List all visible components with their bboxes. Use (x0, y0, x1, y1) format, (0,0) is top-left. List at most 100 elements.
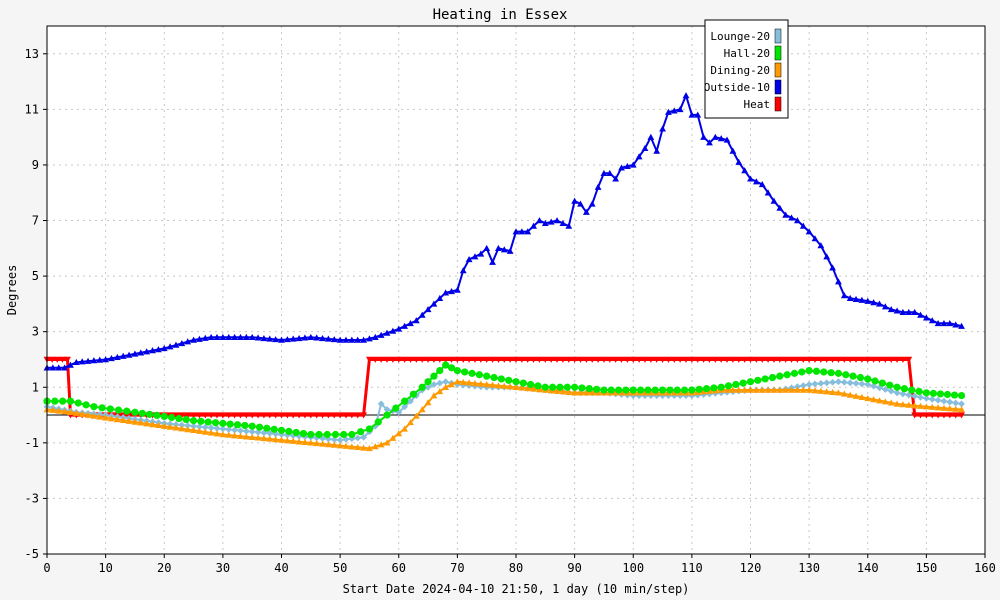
hall-20-point (549, 383, 557, 391)
hall-20-point (490, 373, 498, 382)
hall-20-point (430, 372, 438, 380)
hall-20-point (746, 378, 755, 386)
legend-label: Outside-10 (704, 81, 770, 94)
lounge-20-point (248, 428, 256, 436)
heat-point (289, 412, 297, 419)
dining-20-point (166, 423, 174, 430)
dining-20-point (946, 405, 954, 412)
outside-10-point (805, 228, 813, 235)
heat-point (395, 356, 403, 363)
outside-10-point (313, 334, 321, 341)
hall-20-point (834, 369, 843, 377)
dining-20-point (571, 389, 579, 396)
outside-10-point (700, 133, 707, 140)
hall-20-point (878, 379, 887, 387)
heat-point (172, 412, 180, 419)
dining-20-point (143, 420, 151, 427)
dining-20-point (260, 434, 268, 442)
outside-10-point (295, 334, 303, 342)
heat-point (471, 356, 479, 363)
heat-point (430, 356, 438, 363)
dining-20-point (530, 385, 537, 392)
dining-20-point (934, 404, 942, 411)
outside-10-point (113, 353, 121, 360)
dining-20-point (747, 386, 754, 393)
outside-10-point (348, 336, 356, 343)
dining-20-point (823, 388, 831, 395)
series-outside-10 (43, 92, 965, 371)
outside-10-point (922, 314, 930, 321)
heat-point (940, 412, 948, 419)
dining-20-point (407, 419, 414, 426)
dining-20-point (242, 433, 250, 440)
heat-point (958, 412, 965, 419)
outside-10-point (706, 139, 713, 146)
outside-10-point (383, 329, 391, 336)
hall-20-point (211, 419, 220, 427)
heat-point (242, 412, 250, 419)
x-tick-label: 130 (798, 561, 820, 575)
dining-20-point (577, 389, 584, 396)
dining-20-point (852, 392, 860, 399)
dining-20-point (846, 391, 854, 398)
outside-10-point (84, 357, 92, 364)
hall-20-point (710, 384, 718, 392)
hall-20-point (277, 426, 286, 434)
dining-20-point (887, 399, 895, 406)
hall-20-point (74, 399, 82, 407)
outside-10-point (817, 242, 825, 249)
hall-20-point (131, 408, 139, 416)
outside-10-point (530, 222, 537, 229)
heat-point (676, 356, 684, 363)
outside-10-point (483, 244, 491, 252)
outside-10-point (758, 181, 766, 188)
dining-20-point (108, 415, 115, 422)
outside-10-point (940, 319, 948, 327)
legend-swatch (774, 28, 782, 44)
dining-20-point (917, 402, 924, 409)
heat-point (922, 412, 930, 419)
dining-20-point (758, 386, 766, 393)
dining-20-point (928, 403, 936, 410)
outside-10-point (958, 322, 965, 329)
heat-point (178, 412, 186, 419)
lounge-20-point (383, 406, 391, 413)
outside-10-point (201, 334, 209, 341)
hall-20-point (497, 375, 505, 383)
outside-10-point (336, 336, 344, 343)
dining-20-point (706, 387, 713, 394)
dining-20-point (881, 398, 889, 405)
hall-20-point (534, 382, 542, 390)
outside-10-point (61, 364, 68, 371)
outside-10-point (876, 300, 883, 307)
heat-point (823, 356, 831, 363)
lounge-20-point (453, 381, 461, 388)
lounge-20-point (178, 421, 186, 429)
heat-point (248, 412, 256, 419)
outside-10-point (495, 244, 502, 252)
lounge-20-point (911, 392, 919, 400)
hall-20-point (307, 430, 315, 439)
hall-20-point (114, 406, 123, 414)
dining-20-point (90, 412, 98, 419)
hall-20-point (658, 386, 667, 394)
dining-20-point (178, 425, 186, 432)
outside-10-point (829, 264, 836, 271)
hall-20-point (299, 429, 308, 438)
hall-20-point (153, 411, 161, 419)
outside-10-point (72, 358, 80, 365)
outside-10-point (688, 111, 696, 118)
heat-point (606, 356, 614, 363)
hall-20-point (915, 387, 923, 396)
lounge-20-point (817, 379, 825, 387)
outside-10-point (799, 222, 807, 229)
x-axis-label: Start Date 2024-04-10 21:50, 1 day (10 m… (343, 582, 690, 596)
lounge-20-point (184, 422, 192, 430)
lounge-20-point (237, 427, 244, 435)
lounge-20-point (811, 380, 819, 388)
dining-20-point (729, 386, 737, 393)
dining-20-point (418, 406, 426, 413)
dining-20-point (225, 431, 233, 438)
hall-20-point (900, 385, 908, 393)
hall-20-point (59, 397, 67, 405)
